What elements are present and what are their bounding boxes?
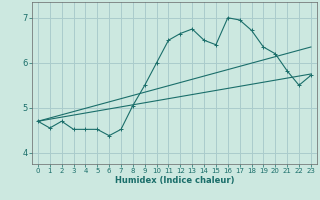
X-axis label: Humidex (Indice chaleur): Humidex (Indice chaleur) xyxy=(115,176,234,185)
